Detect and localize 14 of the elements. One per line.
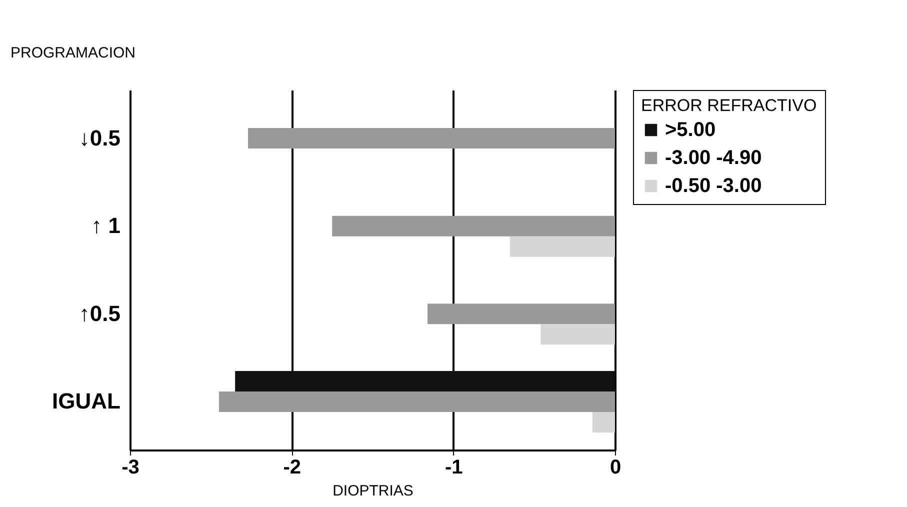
legend-title: ERROR REFRACTIVO — [641, 96, 817, 115]
legend-label: -0.50 -3.00 — [665, 175, 762, 197]
x-axis-title: DIOPTRIAS — [332, 482, 414, 500]
y-tick-label: IGUAL — [52, 388, 120, 414]
x-tick-label: -2 — [283, 456, 302, 478]
x-tick-label: -3 — [122, 456, 140, 478]
y-tick-label: ↓0.5 — [78, 125, 120, 150]
legend-label: >5.00 — [665, 119, 716, 141]
y-axis-title: PROGRAMACION — [10, 44, 136, 62]
x-tick-label: -1 — [444, 456, 463, 478]
y-tick-label: ↑ 1 — [91, 213, 120, 238]
legend-label: -3.00 -4.90 — [665, 147, 762, 169]
x-tick-label: 0 — [610, 456, 622, 478]
y-tick-label: ↑0.5 — [78, 300, 120, 326]
